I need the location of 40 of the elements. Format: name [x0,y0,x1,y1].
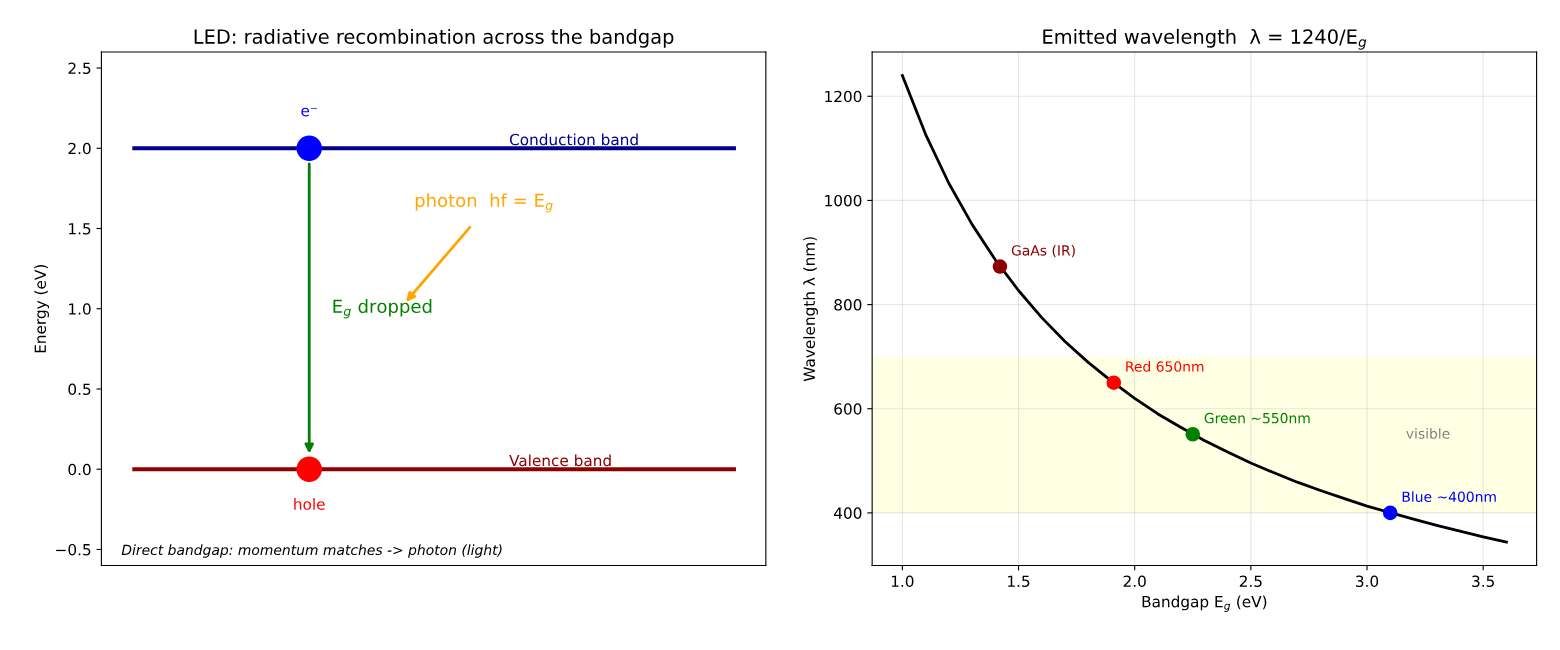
y-tick-label: 1.0 [69,303,91,315]
y-tick-label: 1.5 [69,223,91,235]
point [1382,505,1398,521]
y-tick-label: 600 [834,403,862,415]
x-tick-label: 1.5 [1008,575,1030,588]
series-label: Conduction band [509,133,638,146]
y-tick-label: 2.0 [68,142,91,155]
point [992,259,1008,274]
chart-title: Emitted wavelength λ = 1240/E$_{g}$ [1043,28,1367,50]
series-label: Green ~550nm [1204,412,1310,424]
line-series [900,74,1508,544]
y-tick-label: 1000 [825,194,862,207]
x-tick-label: 1.0 [891,575,914,588]
y-tick-label: 0.5 [68,383,91,396]
x-tick-label: 2.0 [1123,575,1146,588]
series-label: hole [294,498,325,510]
series-label: Valence band [509,454,611,467]
annotation: E$_{g}$ dropped [333,299,432,319]
series-label: Blue ~400nm [1402,491,1496,502]
chart-title: LED: radiative recombination across the bandgap [194,28,674,48]
series-label: Red 650nm [1126,361,1204,372]
x-tick-label: 2.5 [1239,575,1262,588]
point [1185,426,1201,442]
x-axis-title: Bandgap E$_{g}$ (eV) [1142,595,1267,612]
x-tick-label: 3.5 [1472,575,1494,588]
point [1106,375,1122,390]
y-tick-label: 2.5 [68,62,91,75]
annotation: Direct bandgap: momentum matches -> photon (light) [121,544,502,558]
y-tick-label: 800 [834,299,862,311]
annotation: photon hf = E$_{g}$ [415,193,553,213]
y-tick-label: 0.0 [68,463,91,476]
y-tick-label: 1200 [825,90,862,103]
x-tick-label: 3.0 [1356,575,1379,588]
y-axis-title: Energy (eV) [34,265,50,353]
band-label: visible [1406,428,1450,439]
series-label: GaAs (IR) [1011,244,1075,258]
series-label: e⁻ [301,107,317,117]
y-tick-label: −0.5 [56,543,91,556]
y-axis-title: Wavelength λ (nm) [803,237,818,382]
y-tick-label: 400 [834,507,862,519]
